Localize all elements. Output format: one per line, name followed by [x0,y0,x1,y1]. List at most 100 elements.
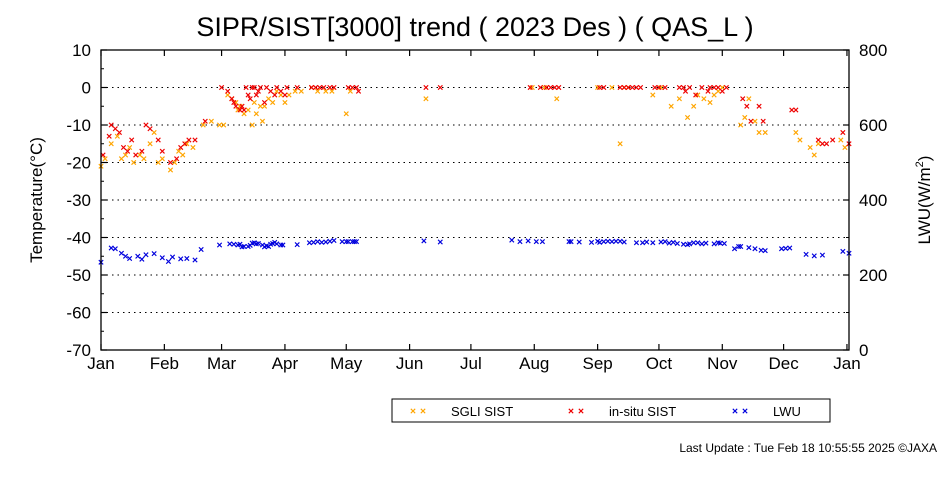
data-point [830,137,836,143]
data-point [202,118,208,124]
data-point [517,239,523,245]
data-point [155,159,161,166]
data-point [746,96,752,102]
data-point [509,237,515,243]
data-point [165,258,172,265]
y2-axis-label-main: LWU(W/m [915,167,934,244]
data-point [762,129,768,136]
data-point [756,103,762,109]
data-point [323,88,329,94]
data-point [116,129,122,136]
y2-tick-label: 800 [859,41,887,60]
data-point [127,255,133,262]
data-point [274,241,280,247]
data-point [819,252,826,258]
data-point [695,92,701,98]
data-point [736,243,742,250]
data-point [139,148,145,154]
data-point [272,92,278,98]
data-point [676,84,682,91]
data-point [541,84,548,91]
data-point [693,92,699,98]
data-point [180,152,186,158]
data-point [548,84,554,91]
data-point [752,118,758,124]
data-point [625,84,631,91]
data-point [811,253,817,259]
data-point [793,129,799,136]
data-point [756,129,762,136]
data-point [437,84,443,91]
x-tick-label: Feb [150,354,179,373]
data-point [701,96,707,102]
data-point [345,84,351,91]
data-point [261,103,268,109]
data-point [621,84,627,91]
data-point [278,92,284,98]
data-point [815,137,821,143]
data-point [315,88,321,94]
data-point [282,92,288,98]
data-point [249,122,255,128]
data-point [159,148,165,154]
data-point [231,241,237,247]
data-point [617,238,623,244]
data-point [315,239,321,245]
legend-item: LWU [732,404,801,419]
data-point [306,240,313,246]
data-point [674,240,680,247]
data-point [662,84,668,91]
y-tick-label: -10 [66,116,91,135]
data-point [807,144,813,151]
data-point [106,133,112,139]
data-point [680,84,687,91]
data-point [251,99,257,106]
data-point [184,255,190,262]
data-point [102,156,108,162]
data-point [349,239,355,245]
data-point [740,96,746,102]
data-point [819,141,826,147]
series-lwu [98,237,852,265]
legend-marker [568,408,574,414]
data-point [680,241,687,247]
data-point [274,88,280,94]
data-point [251,84,257,91]
y-tick-label: -40 [66,229,91,248]
data-point [310,239,317,245]
data-point [633,240,640,246]
data-point [120,144,127,151]
data-point [699,241,705,247]
legend-label: SGLI SIST [451,404,513,419]
data-point [171,159,178,166]
data-point [255,240,261,247]
data-point [349,84,355,91]
data-point [601,84,607,91]
y2-tick-label: 200 [859,266,887,285]
data-point [568,239,574,245]
data-point [738,122,744,128]
data-point [294,84,300,91]
data-point [216,122,223,128]
data-point [699,84,705,91]
data-point [687,84,693,91]
data-point [717,240,723,246]
data-point [711,84,717,91]
data-point [137,152,143,158]
data-point [131,159,137,166]
data-point [118,250,125,256]
data-point [141,156,147,162]
data-point [842,144,848,151]
data-point [666,240,672,246]
data-point [112,246,118,252]
data-point [617,141,623,147]
y-axis-label: Temperature(°C) [27,137,46,263]
data-point [257,103,263,109]
legend-box [391,398,831,423]
data-point [184,141,190,147]
data-point [331,84,337,91]
data-point [233,99,239,106]
data-point [742,114,748,121]
data-point [139,256,145,262]
